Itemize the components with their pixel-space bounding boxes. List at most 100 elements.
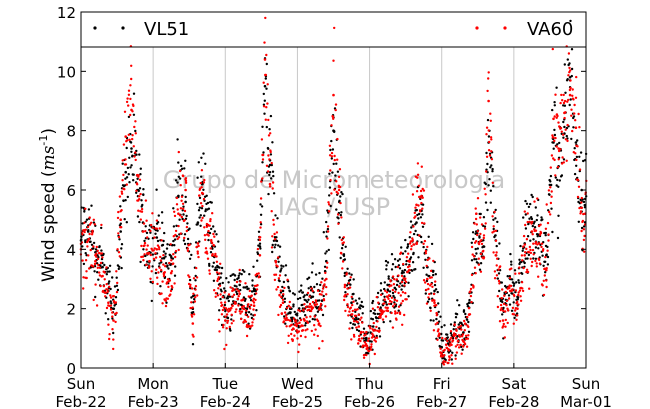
data-point: [446, 342, 450, 345]
data-point: [272, 218, 275, 222]
data-point: [495, 251, 498, 254]
data-point: [485, 155, 489, 158]
data-point: [498, 282, 501, 285]
data-point: [94, 295, 97, 299]
data-point: [211, 265, 214, 268]
data-point: [408, 260, 411, 263]
data-point: [331, 148, 335, 151]
data-point: [367, 349, 371, 353]
data-point: [231, 295, 234, 298]
data-point: [524, 227, 528, 230]
data-point: [503, 336, 506, 339]
data-point: [350, 315, 353, 318]
data-point: [221, 295, 224, 299]
data-point: [480, 239, 483, 242]
data-point: [434, 323, 437, 326]
data-point: [476, 197, 480, 200]
data-point: [385, 303, 388, 306]
data-point: [497, 279, 501, 283]
data-point: [214, 295, 217, 298]
data-point: [108, 337, 111, 341]
data-point: [200, 169, 204, 172]
data-point: [329, 148, 332, 152]
data-point: [293, 293, 296, 296]
data-point: [259, 221, 262, 224]
data-point: [447, 361, 450, 365]
data-point: [517, 303, 520, 306]
data-point: [197, 244, 200, 248]
data-point: [432, 273, 435, 277]
data-point: [259, 223, 263, 226]
data-point: [125, 146, 128, 150]
data-point: [325, 293, 328, 296]
data-point: [212, 261, 215, 264]
data-point: [446, 339, 449, 343]
data-point: [185, 214, 188, 218]
data-point: [122, 143, 126, 146]
data-point: [524, 251, 527, 254]
x-tick-label-day: Tue: [211, 375, 238, 393]
data-point: [488, 152, 492, 155]
data-point: [574, 96, 578, 100]
data-point: [115, 311, 118, 315]
data-point: [408, 236, 411, 239]
data-point: [393, 298, 397, 302]
data-point: [296, 314, 299, 317]
data-point: [376, 306, 380, 309]
data-point: [360, 337, 364, 340]
data-point: [359, 345, 362, 348]
data-point: [573, 147, 576, 150]
data-point: [338, 199, 341, 202]
data-point: [489, 119, 492, 123]
data-point: [273, 278, 277, 282]
data-point: [105, 273, 109, 276]
data-point: [529, 257, 532, 260]
data-point: [466, 302, 469, 306]
data-point: [216, 294, 220, 297]
data-point: [232, 289, 235, 292]
data-point: [349, 306, 353, 309]
data-point: [464, 322, 467, 326]
data-point: [365, 344, 369, 348]
data-point: [450, 343, 453, 347]
data-point: [489, 166, 492, 169]
data-point: [219, 262, 222, 265]
data-point: [325, 266, 329, 269]
data-point: [304, 299, 308, 302]
data-point: [293, 334, 296, 337]
data-point: [375, 325, 378, 329]
data-point: [522, 266, 525, 270]
data-point: [490, 138, 493, 141]
data-point: [541, 284, 544, 287]
data-point: [343, 283, 347, 287]
data-point: [563, 104, 567, 107]
data-point: [174, 249, 178, 253]
data-point: [180, 164, 183, 168]
data-point: [355, 328, 359, 332]
data-point: [273, 232, 276, 236]
data-point: [582, 225, 586, 228]
data-point: [350, 301, 353, 305]
data-point: [313, 315, 316, 318]
data-point: [296, 337, 299, 340]
data-point: [89, 248, 92, 252]
data-point: [417, 184, 420, 187]
data-point: [127, 133, 130, 136]
data-point: [549, 201, 553, 205]
data-point: [313, 304, 317, 307]
data-point: [454, 345, 458, 348]
data-point: [223, 287, 226, 290]
data-point: [307, 308, 311, 311]
data-point: [374, 340, 378, 343]
data-point: [410, 248, 413, 251]
data-point: [200, 175, 203, 178]
data-point: [98, 245, 101, 248]
data-point: [198, 188, 201, 192]
data-point: [388, 290, 392, 293]
data-point: [180, 215, 183, 219]
data-point: [207, 234, 210, 237]
data-point: [362, 331, 365, 334]
data-point: [436, 290, 439, 294]
data-point: [261, 158, 265, 161]
data-point: [267, 134, 271, 137]
